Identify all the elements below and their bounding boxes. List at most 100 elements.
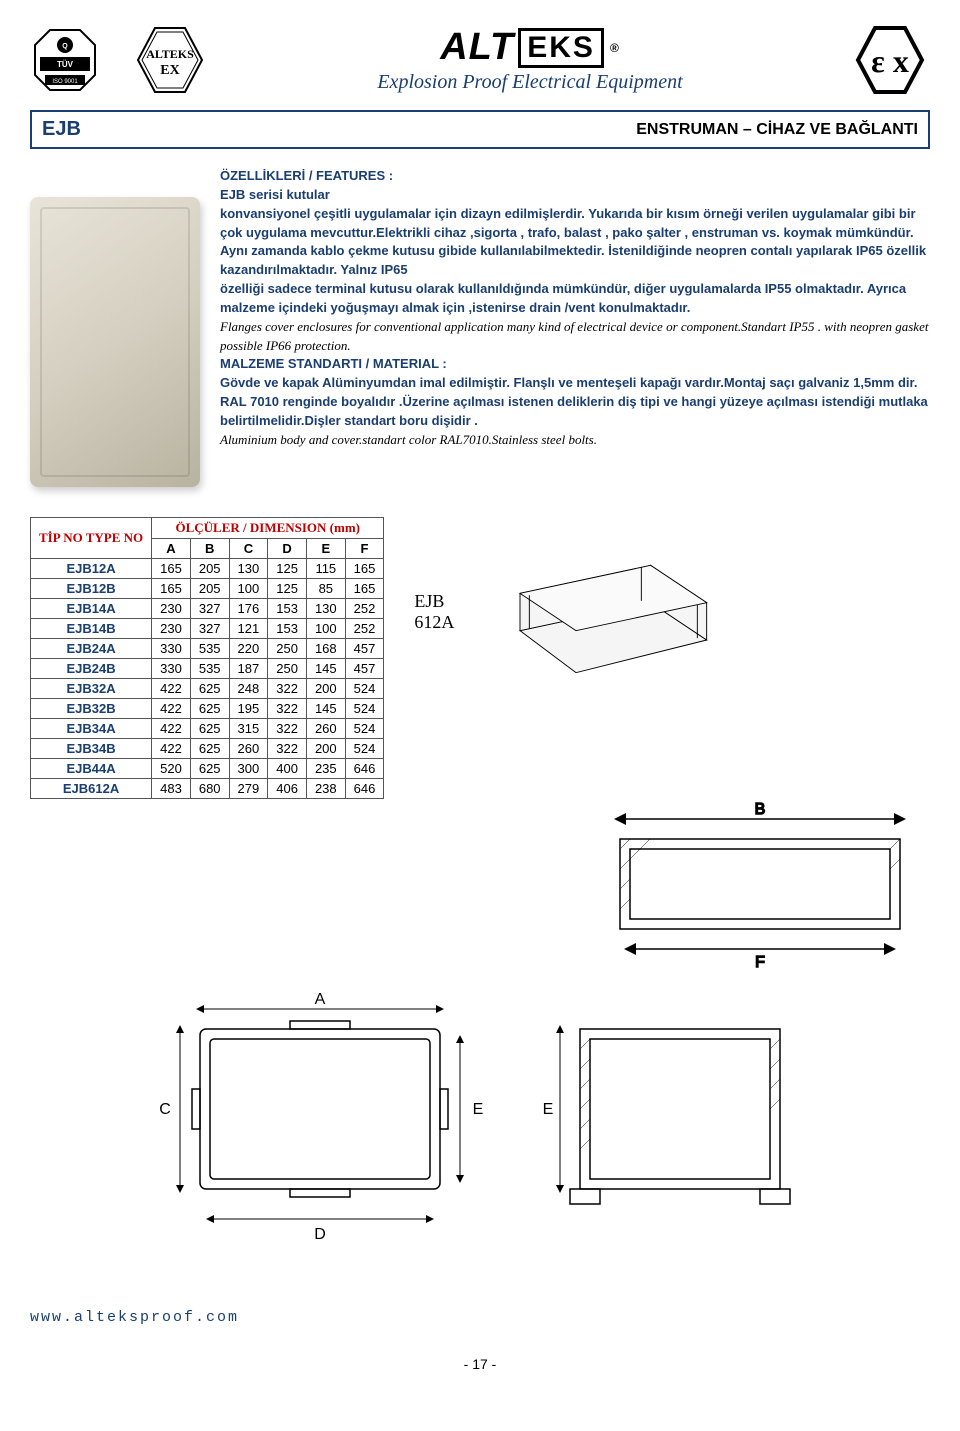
row-name: EJB12B [31, 579, 152, 599]
cell: 176 [229, 599, 268, 619]
th-tipno: TİP NO TYPE NO [31, 518, 152, 559]
cell: 483 [152, 779, 191, 799]
cell: 125 [268, 579, 307, 599]
row-name: EJB32B [31, 699, 152, 719]
iso-view: EJB 612A [414, 517, 930, 707]
cell: 625 [190, 719, 229, 739]
cell: 625 [190, 759, 229, 779]
alteks-hex-logo: ALTEKS EX [130, 20, 210, 100]
title-bar: EJB ENSTRUMAN – CİHAZ VE BAĞLANTI [30, 110, 930, 149]
row-name: EJB14A [31, 599, 152, 619]
cell: 205 [190, 579, 229, 599]
iso-label: EJB 612A [414, 591, 454, 633]
cell: 153 [268, 599, 307, 619]
cell: 230 [152, 599, 191, 619]
cell: 165 [345, 579, 384, 599]
row-name: EJB24B [31, 659, 152, 679]
cell: 248 [229, 679, 268, 699]
svg-text:ALTEKS: ALTEKS [146, 47, 194, 61]
cell: 165 [152, 579, 191, 599]
cell: 100 [229, 579, 268, 599]
cell: 520 [152, 759, 191, 779]
cell: 252 [345, 619, 384, 639]
iso-label-1: EJB [414, 591, 454, 612]
svg-text:F: F [755, 954, 765, 971]
cell: 252 [345, 599, 384, 619]
th-col: A [152, 539, 191, 559]
cell: 315 [229, 719, 268, 739]
cell: 235 [306, 759, 345, 779]
desc-p2: konvansiyonel çeşitli uygulamalar için d… [220, 206, 926, 278]
cell: 680 [190, 779, 229, 799]
dimension-table-block: TİP NO TYPE NO ÖLÇÜLER / DIMENSION (mm) … [30, 517, 384, 799]
table-row: EJB24A330535220250168457 [31, 639, 384, 659]
row-name: EJB612A [31, 779, 152, 799]
dimension-table: TİP NO TYPE NO ÖLÇÜLER / DIMENSION (mm) … [30, 517, 384, 799]
svg-text:ISO 9001: ISO 9001 [52, 79, 78, 85]
cell: 646 [345, 779, 384, 799]
table-row: EJB12A165205130125115165 [31, 559, 384, 579]
table-iso-row: TİP NO TYPE NO ÖLÇÜLER / DIMENSION (mm) … [30, 517, 930, 799]
svg-text:B: B [755, 801, 766, 818]
desc-p4: Gövde ve kapak Alüminyumdan imal edilmiş… [220, 375, 928, 428]
cell: 165 [152, 559, 191, 579]
cell: 422 [152, 699, 191, 719]
cell: 322 [268, 699, 307, 719]
table-row: EJB34A422625315322260524 [31, 719, 384, 739]
svg-text:E: E [473, 1101, 484, 1118]
cell: 330 [152, 639, 191, 659]
cell: 125 [268, 559, 307, 579]
cell: 406 [268, 779, 307, 799]
cell: 524 [345, 719, 384, 739]
cell: 279 [229, 779, 268, 799]
th-col: B [190, 539, 229, 559]
cell: 300 [229, 759, 268, 779]
desc-italic2: Aluminium body and cover.standart color … [220, 432, 597, 447]
cell: 330 [152, 659, 191, 679]
cell: 250 [268, 639, 307, 659]
cell: 535 [190, 659, 229, 679]
front-section-drawing: E [540, 989, 820, 1249]
svg-text:EX: EX [160, 63, 179, 78]
cell: 457 [345, 659, 384, 679]
cell: 145 [306, 699, 345, 719]
cell: 230 [152, 619, 191, 639]
table-row: EJB12B16520510012585165 [31, 579, 384, 599]
material-heading: MALZEME STANDARTI / MATERIAL : [220, 355, 930, 374]
cell: 121 [229, 619, 268, 639]
brand-registered: ® [610, 41, 620, 55]
iso-drawing [464, 517, 744, 707]
brand-subtitle: Explosion Proof Electrical Equipment [240, 71, 820, 94]
cell: 200 [306, 679, 345, 699]
th-col: D [268, 539, 307, 559]
brand-title: ALT EKS ® [240, 26, 820, 69]
cell: 322 [268, 719, 307, 739]
side-view-drawing: B F [590, 799, 930, 979]
cell: 238 [306, 779, 345, 799]
svg-text:TÜV: TÜV [57, 60, 74, 69]
series-line: EJB serisi kutular [220, 186, 930, 205]
cell: 524 [345, 699, 384, 719]
cell: 220 [229, 639, 268, 659]
table-row: EJB14A230327176153130252 [31, 599, 384, 619]
row-name: EJB34A [31, 719, 152, 739]
cell: 195 [229, 699, 268, 719]
cell: 100 [306, 619, 345, 639]
row-name: EJB24A [31, 639, 152, 659]
cell: 168 [306, 639, 345, 659]
title-left: EJB [42, 118, 81, 141]
cell: 115 [306, 559, 345, 579]
footer-url[interactable]: www.alteksproof.com [30, 1309, 930, 1326]
cell: 130 [306, 599, 345, 619]
title-right: ENSTRUMAN – CİHAZ VE BAĞLANTI [636, 121, 918, 139]
svg-text:A: A [315, 991, 326, 1008]
desc-p3b: konulmaktadır. [599, 300, 691, 315]
cell: 524 [345, 679, 384, 699]
svg-text:E: E [543, 1101, 554, 1118]
page-number: - 17 - [30, 1356, 930, 1372]
description: ÖZELLİKLERİ / FEATURES : EJB serisi kutu… [220, 167, 930, 487]
table-row: EJB34B422625260322200524 [31, 739, 384, 759]
table-row: EJB32A422625248322200524 [31, 679, 384, 699]
cell: 153 [268, 619, 307, 639]
content-row: ÖZELLİKLERİ / FEATURES : EJB serisi kutu… [30, 167, 930, 487]
